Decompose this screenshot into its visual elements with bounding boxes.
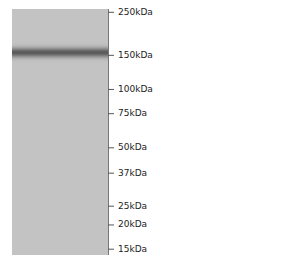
tick-label: 50kDa [118, 142, 147, 152]
tick-label: 15kDa [118, 244, 147, 254]
gel-lane [12, 9, 108, 255]
tick-label: 150kDa [118, 50, 153, 60]
bands [12, 40, 108, 66]
tick-mark [108, 89, 114, 90]
tick-label: 20kDa [118, 219, 147, 229]
gel-chart: 250kDa 150kDa 100kDa 75kDa 50kDa 37kDa 25kDa 20… [0, 0, 283, 264]
tick-label: 250kDa [118, 7, 153, 17]
chart-container: 250kDa 150kDa 100kDa 75kDa 50kDa 37kDa 25kDa 20… [0, 0, 283, 264]
axis-line [108, 9, 109, 255]
tick-mark [108, 224, 114, 225]
tick-mark [108, 249, 114, 250]
tick-mark [108, 55, 114, 56]
band [12, 40, 108, 66]
tick-mark [108, 206, 114, 207]
tick-mark [108, 173, 114, 174]
tick-label: 25kDa [118, 201, 147, 211]
tick-mark [108, 147, 114, 148]
tick-mark [108, 12, 114, 13]
tick-mark [108, 113, 114, 114]
tick-label: 100kDa [118, 84, 153, 94]
tick-label: 75kDa [118, 108, 147, 118]
tick-label: 37kDa [118, 168, 147, 178]
